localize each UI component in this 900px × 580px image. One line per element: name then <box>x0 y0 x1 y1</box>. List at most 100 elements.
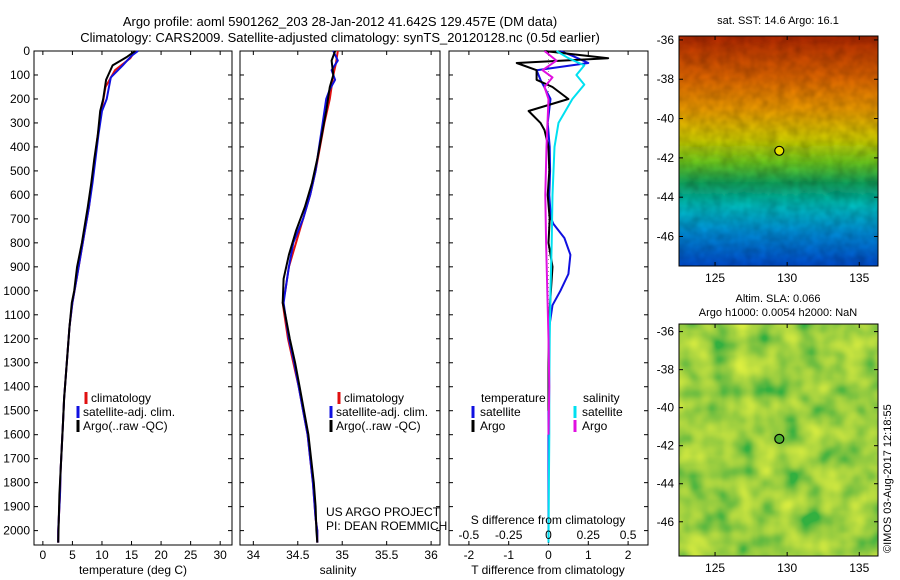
temperature-tick-label: 30 <box>213 548 227 562</box>
series-line-argo-raw-qc <box>281 50 337 543</box>
temperature-tick-label: 0 <box>40 548 47 562</box>
depth-tick-label: 400 <box>10 140 30 154</box>
latitude-tick-label: -42 <box>657 151 675 165</box>
legend-t-satellite-label: satellite <box>480 405 521 419</box>
s-difference-tick-label: 0 <box>545 528 552 542</box>
series-line-argo-raw-qc <box>57 50 136 543</box>
depth-tick-label: 1900 <box>3 500 30 514</box>
depth-tick-label: 1400 <box>3 380 30 394</box>
temperature-panel: 0100200300400500600700800900100011001200… <box>3 44 233 577</box>
latitude-tick-label: -46 <box>657 230 675 244</box>
depth-tick-label: 1800 <box>3 476 30 490</box>
depth-tick-label: 1500 <box>3 404 30 418</box>
legend-s-satellite-label: satellite <box>582 405 623 419</box>
sst-map-axes: 125 130 135 -36 -38 -40 -42 -44 -46 <box>657 33 878 285</box>
sst-map-title: sat. SST: 14.6 Argo: 16.1 <box>717 15 839 27</box>
figure-title-line2: Climatology: CARS2009. Satellite-adjuste… <box>80 30 600 45</box>
latitude-tick-label: -36 <box>657 325 675 339</box>
temperature-series <box>57 50 139 543</box>
latitude-tick-label: -40 <box>657 401 675 415</box>
difference-legend: temperature salinity satellite Argo sate… <box>471 391 623 433</box>
difference-tick-label: -1 <box>503 548 514 562</box>
latitude-tick-label: -40 <box>657 112 675 126</box>
legend-salinity-heading: salinity <box>583 391 620 405</box>
longitude-tick-label: 130 <box>777 561 797 575</box>
s-difference-tick-label: -0.5 <box>459 528 480 542</box>
depth-tick-label: 1200 <box>3 332 30 346</box>
sla-map-axes: 125 130 135 -36 -38 -40 -42 -44 -46 <box>657 324 878 575</box>
temperature-tick-label: 15 <box>125 548 139 562</box>
legend-climatology-label: climatology <box>91 391 151 405</box>
imos-credit: ©IMOS 03-Aug-2017 12:18:55 <box>882 404 894 553</box>
difference-depth-ticks <box>449 50 648 532</box>
longitude-tick-label: 125 <box>705 561 725 575</box>
salinity-tick-label: 36 <box>424 548 438 562</box>
t-difference-axis-label: T difference from climatology <box>471 563 625 577</box>
depth-tick-label: 1600 <box>3 428 30 442</box>
temperature-plot-frame <box>33 50 233 546</box>
depth-tick-label: 1300 <box>3 356 30 370</box>
depth-tick-label: 1000 <box>3 284 30 298</box>
depth-tick-label: 1100 <box>4 308 30 322</box>
t-difference-axis: -2 -1 0 1 2 <box>464 51 632 562</box>
temperature-tick-label: 20 <box>154 548 168 562</box>
depth-tick-label: 1700 <box>3 452 30 466</box>
legend-argo-label: Argo(..raw -QC) <box>336 419 421 433</box>
legend-t-argo-label: Argo <box>480 419 506 433</box>
depth-tick-label: 100 <box>10 68 30 82</box>
latitude-tick-label: -46 <box>657 515 675 529</box>
sst-map-panel: sat. SST: 14.6 Argo: 16.1 125 130 135 -36 -3… <box>657 15 879 285</box>
sla-map-panel: Altim. SLA: 0.066 Argo h1000: 0.0054 h20… <box>657 293 879 575</box>
legend-s-argo-label: Argo <box>582 419 608 433</box>
legend-temperature-heading: temperature <box>481 391 546 405</box>
longitude-tick-label: 135 <box>849 561 869 575</box>
s-difference-axis: -0.5 -0.25 0 0.25 0.5 <box>459 528 637 542</box>
s-difference-axis-label: S difference from climatology <box>471 513 626 527</box>
sst-argo-marker <box>774 145 785 156</box>
sst-map-frame <box>678 35 879 267</box>
s-difference-tick-label: 0.5 <box>620 528 637 542</box>
series-line-salinity-argo <box>541 50 558 435</box>
depth-tick-label: 0 <box>23 44 30 58</box>
depth-tick-label: 700 <box>10 212 30 226</box>
latitude-tick-label: -36 <box>657 33 675 47</box>
depth-axis: 0 100 200 300 400 500 600 700 800 900 1000 1100 1200… <box>3 44 232 538</box>
salinity-tick-label: 35.5 <box>375 548 399 562</box>
temperature-tick-label: 5 <box>69 548 76 562</box>
sla-map-frame <box>678 323 879 557</box>
depth-tick-label: 500 <box>10 164 30 178</box>
depth-tick-label: 2000 <box>3 524 30 538</box>
legend-climatology-label: climatology <box>344 391 404 405</box>
temperature-tick-label: 10 <box>95 548 109 562</box>
latitude-tick-label: -44 <box>657 190 675 204</box>
sla-argo-marker <box>774 433 785 444</box>
temperature-axis: 0 5 10 15 20 25 30 <box>40 51 227 562</box>
salinity-plot-frame <box>239 50 441 546</box>
depth-tick-label: 200 <box>10 92 30 106</box>
salinity-panel: 34 34.5 35 35.5 36 salinity climatology sate… <box>239 50 447 577</box>
latitude-tick-label: -38 <box>657 72 675 86</box>
salinity-series <box>281 50 339 543</box>
s-difference-tick-label: -0.25 <box>495 528 523 542</box>
sla-map-title-line2: Argo h1000: 0.0054 h2000: NaN <box>699 307 857 319</box>
longitude-tick-label: 130 <box>777 271 797 285</box>
pi-credit: PI: DEAN ROEMMICH <box>326 519 447 533</box>
sla-map-title-line1: Altim. SLA: 0.066 <box>736 293 821 305</box>
temperature-legend: climatology satellite-adj. clim. Argo(..… <box>76 391 175 433</box>
salinity-tick-label: 35 <box>336 548 350 562</box>
salinity-axis: 34 34.5 35 35.5 36 <box>247 51 438 562</box>
s-difference-tick-label: 0.25 <box>577 528 601 542</box>
temperature-tick-label: 25 <box>184 548 198 562</box>
salinity-axis-label: salinity <box>320 563 357 577</box>
difference-tick-label: 0 <box>545 548 552 562</box>
difference-tick-label: 1 <box>585 548 592 562</box>
salinity-depth-ticks <box>240 50 440 532</box>
latitude-tick-label: -42 <box>657 439 675 453</box>
difference-tick-label: -2 <box>464 548 475 562</box>
legend-satellite-label: satellite-adj. clim. <box>336 405 428 419</box>
latitude-tick-label: -44 <box>657 477 675 491</box>
difference-series <box>515 50 610 545</box>
salinity-legend: climatology satellite-adj. clim. Argo(..… <box>329 391 428 433</box>
latitude-tick-label: -38 <box>657 363 675 377</box>
